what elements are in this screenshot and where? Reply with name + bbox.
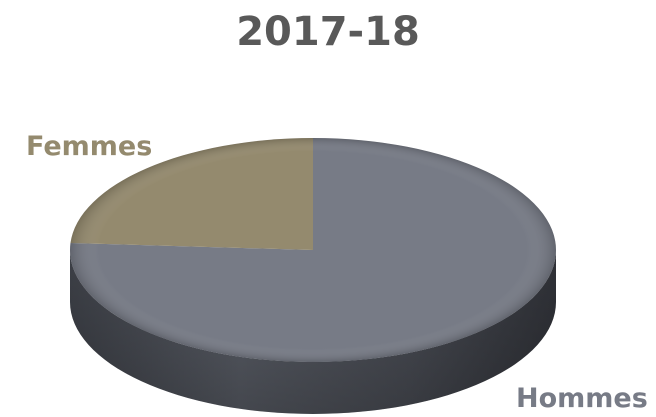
pie-top-bevel [70, 138, 556, 362]
chart-title: 2017-18 [236, 9, 420, 55]
slice-label-femmes: Femmes [26, 131, 153, 162]
slice-label-hommes: Hommes [516, 383, 648, 414]
pie-side-shade [70, 250, 556, 414]
